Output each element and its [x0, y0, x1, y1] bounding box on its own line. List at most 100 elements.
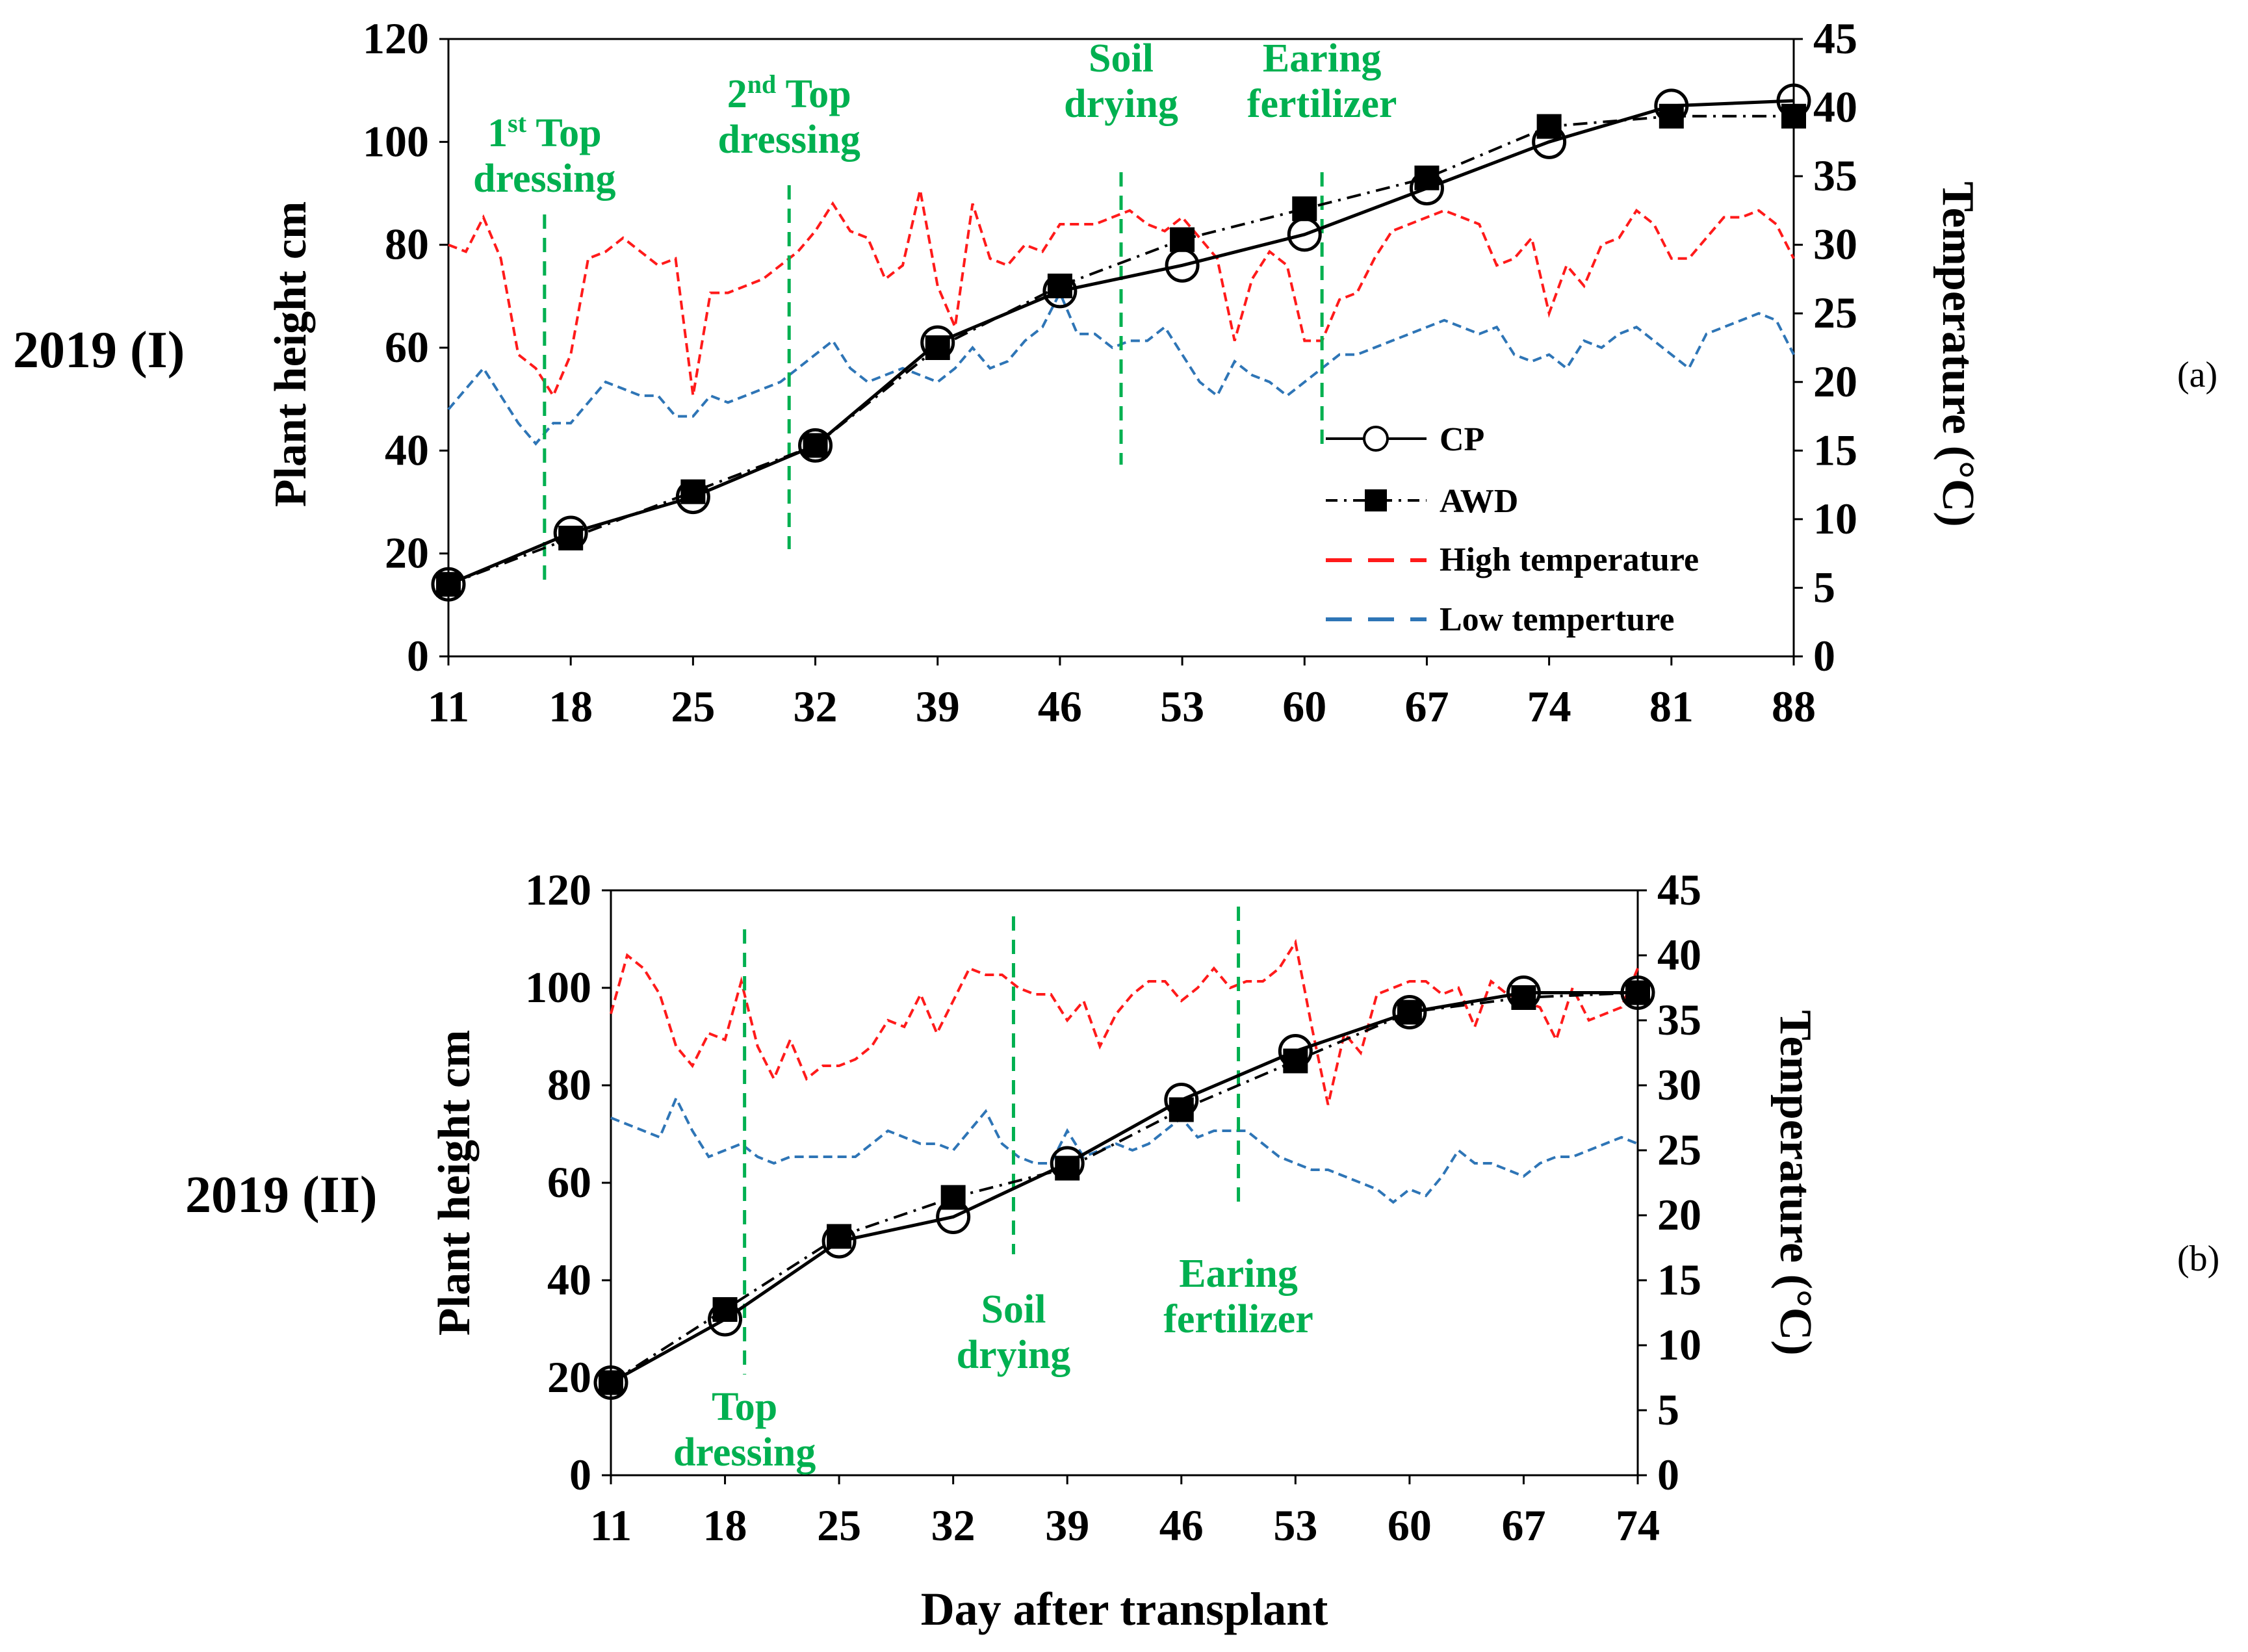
legend-high-temp-label: High temperature: [1440, 541, 1699, 578]
high-temperature-line: [610, 938, 1639, 1105]
ytick-right-label: 25: [1813, 288, 1857, 337]
legend-low-temp-label: Low temperture: [1440, 601, 1675, 638]
panel-letter-b: (b): [2177, 1239, 2219, 1279]
ytick-right-label: 30: [1813, 220, 1857, 269]
ytick-left-label: 40: [385, 425, 429, 474]
ytick-right-label: 25: [1657, 1125, 1701, 1174]
xtick-label: 46: [1159, 1501, 1204, 1550]
xtick-label: 39: [1045, 1501, 1089, 1550]
cp-point: [1278, 1034, 1313, 1068]
legend-a: CP AWD High temperature Low temperture: [1326, 421, 1699, 638]
xtick-label: 67: [1501, 1501, 1545, 1550]
low-temperature-line: [610, 1095, 1638, 1204]
annotation-label: Earing: [1179, 1252, 1298, 1296]
annotation-label: 1st Top: [487, 109, 601, 155]
xtick-label: 25: [817, 1501, 861, 1550]
cp-point: [675, 480, 710, 515]
ytick-right-label: 20: [1813, 357, 1857, 406]
cp-line: [448, 99, 1794, 586]
annotation-label: fertilizer: [1247, 82, 1397, 126]
cp-point: [1776, 83, 1811, 118]
xtick-label: 25: [671, 682, 715, 731]
annotation-label: Earing: [1263, 36, 1382, 81]
ylabel-left-b: Plant height cm: [430, 1030, 480, 1336]
ytick-right-label: 40: [1813, 83, 1857, 132]
cp-point: [1654, 88, 1689, 123]
ytick-right-label: 10: [1657, 1320, 1701, 1369]
xtick-label: 18: [703, 1501, 747, 1550]
cp-point: [798, 428, 833, 463]
cp-point: [1392, 995, 1427, 1029]
ytick-right-label: 45: [1813, 14, 1857, 63]
ytick-right-label: 35: [1657, 995, 1701, 1044]
awd-point: [1397, 1000, 1422, 1025]
xtick-label: 39: [916, 682, 960, 731]
annotation-label: fertilizer: [1163, 1297, 1313, 1341]
panel-letter-a: (a): [2177, 355, 2217, 395]
ylabel-right-b: Temperature (°C): [1770, 1010, 1820, 1356]
height-series-b: [593, 975, 1655, 1400]
xtick-label: 46: [1038, 682, 1082, 731]
awd-point: [1283, 1048, 1308, 1074]
xtick-label: 53: [1160, 682, 1204, 731]
awd-point: [1414, 165, 1440, 190]
ytick-right-label: 15: [1813, 425, 1857, 474]
ytick-left-label: 20: [547, 1352, 591, 1402]
annotation-label: Soil: [981, 1287, 1046, 1332]
awd-point: [712, 1297, 738, 1322]
cp-point: [1165, 248, 1200, 283]
ytick-left-label: 60: [385, 322, 429, 372]
ytick-right-label: 0: [1657, 1450, 1679, 1499]
ytick-right-label: 30: [1657, 1060, 1701, 1109]
xtick-label: 88: [1772, 682, 1816, 731]
annotation-label: Top: [712, 1385, 777, 1429]
cp-point: [708, 1302, 743, 1337]
xtick-label: 60: [1388, 1501, 1432, 1550]
legend-cp-marker: [1363, 426, 1389, 452]
row-label-b: 2019 (II): [185, 1167, 378, 1224]
ytick-right-label: 5: [1657, 1385, 1679, 1434]
ylabel-right-a: Temperature (°C): [1933, 181, 1983, 527]
awd-point: [940, 1185, 966, 1210]
cp-point: [1287, 217, 1322, 252]
xtick-label: 81: [1649, 682, 1694, 731]
xtick-label: 67: [1404, 682, 1449, 731]
cp-point: [553, 515, 588, 550]
ylabel-left-a: Plant height cm: [266, 201, 316, 508]
xtick-label: 32: [794, 682, 838, 731]
ytick-right-label: 35: [1813, 151, 1857, 200]
cp-point: [821, 1224, 857, 1259]
ytick-left-label: 100: [363, 116, 429, 166]
legend-awd-marker: [1365, 489, 1387, 511]
ytick-right-label: 40: [1657, 930, 1701, 979]
awd-line: [610, 991, 1638, 1384]
cp-point: [1532, 124, 1567, 159]
cp-point: [1164, 1083, 1199, 1117]
annotation-label: 2nd Top: [727, 70, 851, 116]
height-series-a: [431, 83, 1811, 602]
ytick-right-label: 15: [1657, 1255, 1701, 1304]
cp-point: [1050, 1146, 1085, 1181]
xtick-label: 74: [1527, 682, 1571, 731]
awd-line: [448, 114, 1794, 586]
awd-point: [1659, 103, 1684, 129]
awd-point: [1169, 1097, 1194, 1122]
ytick-right-label: 45: [1657, 865, 1701, 914]
annotation-label: dressing: [673, 1430, 816, 1475]
awd-point: [803, 433, 828, 458]
ytick-right-label: 10: [1813, 494, 1857, 543]
chart-panel-b: 0 20 40 60 80 100 120 0 5 10 15 20 25 30 35 40 45 11 18 25 3…: [185, 865, 2219, 1550]
annotation-label: dressing: [473, 157, 615, 201]
ytick-right-label: 5: [1813, 562, 1835, 612]
cp-point: [431, 567, 466, 602]
axes-a: 0 20 40 60 80 100 120 0 5 10 15 20 25 30 35 40 45 11 18 25 3…: [363, 14, 1857, 731]
cp-point: [1620, 975, 1655, 1010]
row-label-a: 2019 (I): [13, 322, 185, 379]
ytick-left-label: 120: [363, 14, 429, 63]
ytick-left-label: 60: [547, 1157, 591, 1207]
cp-point: [1506, 975, 1541, 1010]
cp-point: [920, 325, 955, 360]
xtick-label: 74: [1616, 1501, 1660, 1550]
ytick-left-label: 80: [547, 1060, 591, 1109]
